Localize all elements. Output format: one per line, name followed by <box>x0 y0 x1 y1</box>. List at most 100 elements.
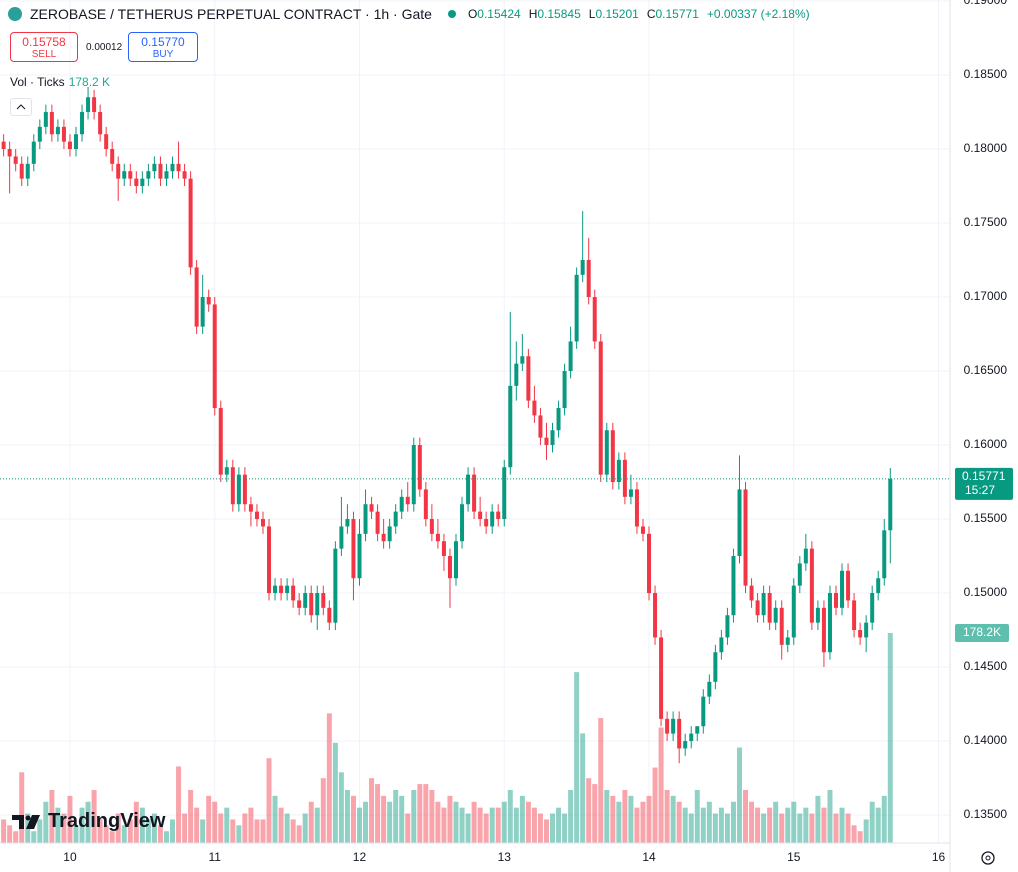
volume-bar <box>525 801 531 843</box>
candle-body <box>809 548 814 623</box>
volume-bar <box>375 784 381 843</box>
header: ZEROBASE / TETHERUS PERPETUAL CONTRACT ·… <box>8 6 814 22</box>
candle-body <box>285 585 290 594</box>
collapse-button[interactable] <box>10 98 32 116</box>
y-tick-label: 0.18000 <box>964 141 1008 155</box>
x-tick-label: 16 <box>932 850 946 864</box>
candle-body <box>460 504 465 542</box>
candle-body <box>74 134 78 150</box>
volume-bar <box>278 807 284 843</box>
volume-bar <box>761 813 767 843</box>
volume-bar <box>556 807 562 843</box>
sell-price: 0.15758 <box>22 35 66 49</box>
volume-bar <box>79 807 85 843</box>
candle-body <box>321 593 326 608</box>
candle-body <box>743 489 748 586</box>
sell-button[interactable]: 0.15758 SELL <box>10 32 78 62</box>
volume-bar <box>182 813 188 843</box>
candle-body <box>49 112 54 135</box>
buy-button[interactable]: 0.15770 BUY <box>128 32 198 62</box>
volume-bar <box>568 789 574 843</box>
volume-bar <box>290 819 296 843</box>
candle-body <box>719 637 724 653</box>
volume-bar <box>447 795 453 843</box>
volume-bar <box>887 633 893 843</box>
volume-bar <box>821 807 827 843</box>
x-tick-label: 14 <box>642 850 656 864</box>
candle-body <box>586 260 591 298</box>
candle-body <box>188 178 193 268</box>
candle-body <box>634 489 639 527</box>
volume-bar <box>284 813 290 843</box>
candle-body <box>568 341 573 372</box>
candle-body <box>689 733 694 742</box>
volume-bar <box>157 825 163 843</box>
volume-bar <box>453 801 459 843</box>
last-price-tag <box>955 467 1013 500</box>
candle-body <box>158 163 163 179</box>
volume-bar <box>85 801 91 843</box>
volume-bar <box>97 819 103 843</box>
volume-bar <box>272 795 278 843</box>
candle-body <box>604 430 609 475</box>
candle-body <box>749 585 754 601</box>
volume-bar <box>350 795 356 843</box>
candle-body <box>846 570 851 601</box>
candle-body <box>598 341 603 475</box>
candle-body <box>544 437 549 446</box>
candle-body <box>345 519 350 527</box>
volume-bar <box>616 801 622 843</box>
candle-body <box>267 526 272 594</box>
candle-body <box>146 171 151 179</box>
volume-legend-label: Vol · Ticks <box>10 75 65 89</box>
candle-body <box>363 504 368 534</box>
volume-bar <box>61 813 67 843</box>
candle-body <box>701 696 706 727</box>
candle-body <box>399 496 404 512</box>
candle-body <box>653 593 658 638</box>
candle-body <box>671 718 676 734</box>
ohlc-change: +0.00337 (+2.18%) <box>706 7 810 21</box>
candle-body <box>417 445 422 490</box>
candle-body <box>815 607 820 623</box>
candle-body <box>128 171 133 179</box>
candle-body <box>490 511 495 527</box>
candle-body <box>31 141 36 164</box>
candle-body <box>647 533 652 594</box>
label: O <box>467 7 478 21</box>
countdown: 15:27 <box>965 483 995 497</box>
volume-bar <box>749 801 755 843</box>
spread: 0.00012 <box>86 42 123 53</box>
candle-body <box>134 178 139 187</box>
volume-bar <box>170 819 176 843</box>
volume-bar <box>531 807 537 843</box>
volume-bar <box>188 789 194 843</box>
y-tick-label: 0.18500 <box>964 67 1008 81</box>
candle-body <box>291 585 296 601</box>
candle-body <box>713 652 718 682</box>
candle-body <box>315 593 320 616</box>
candle-body <box>303 593 308 608</box>
volume-bar <box>664 789 670 843</box>
volume-bar <box>260 819 266 843</box>
volume-bar <box>7 825 13 843</box>
settings-icon[interactable] <box>981 851 995 865</box>
x-tick-label: 12 <box>353 850 367 864</box>
market-status <box>447 10 456 18</box>
volume-bar <box>133 801 139 843</box>
candle-body <box>526 356 531 401</box>
volume-bar <box>881 795 887 843</box>
value: 0.15845 <box>537 7 581 21</box>
candle-body <box>574 274 579 342</box>
candle-body <box>755 600 760 616</box>
volume-bar <box>206 795 212 843</box>
volume-bar <box>755 807 761 843</box>
candle-body <box>447 556 452 579</box>
candle-body <box>870 593 875 623</box>
candle-body <box>230 467 235 505</box>
candle-body <box>369 504 374 512</box>
volume-bar <box>139 807 145 843</box>
volume-bar <box>399 795 405 843</box>
candle-body <box>466 474 471 505</box>
candle-body <box>19 163 24 179</box>
